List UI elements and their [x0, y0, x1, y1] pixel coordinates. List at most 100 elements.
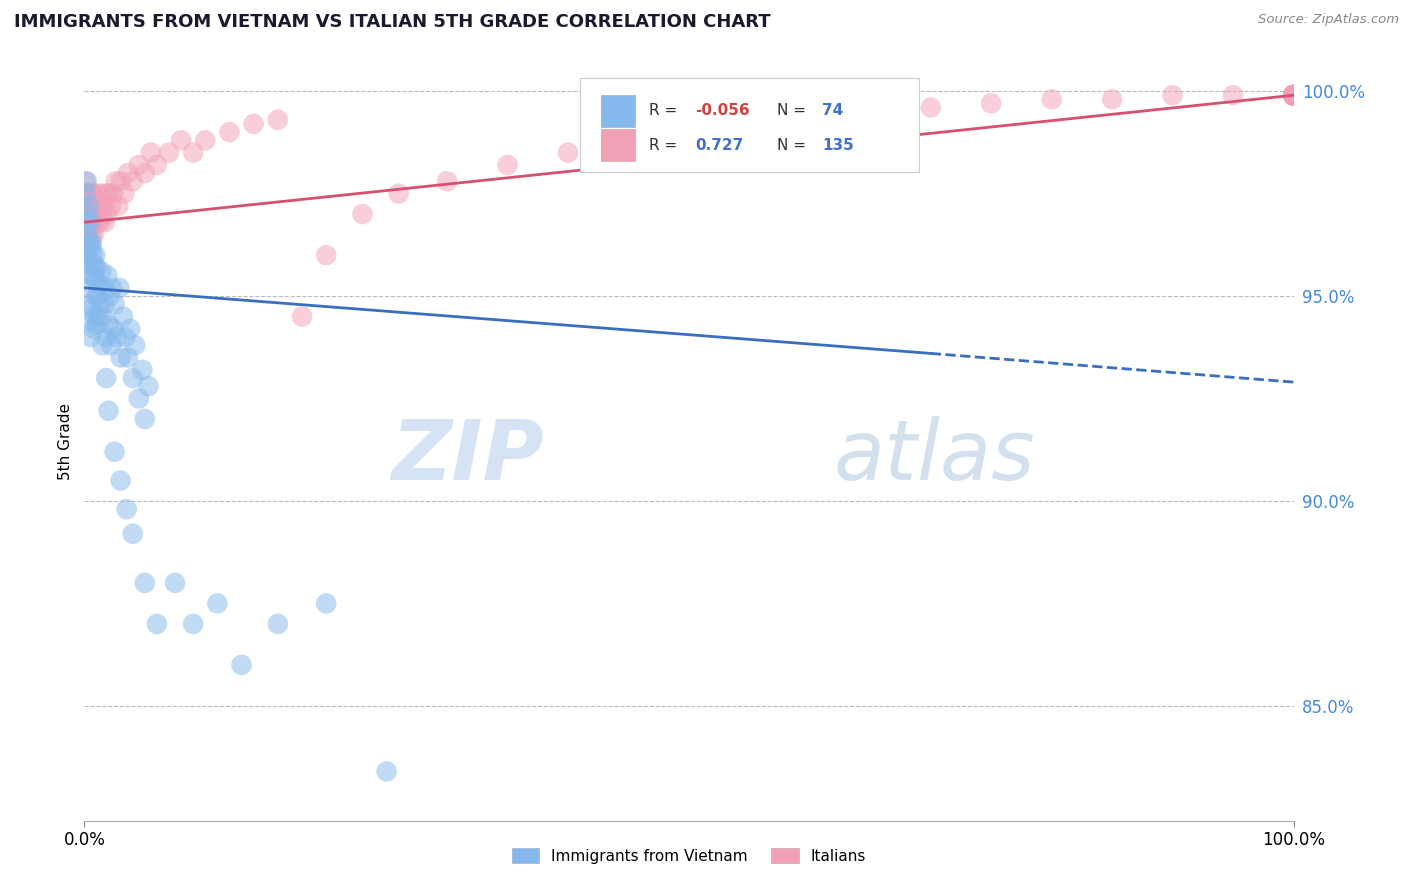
FancyBboxPatch shape: [600, 95, 634, 127]
Point: [1282, 88, 1305, 103]
Point: [388, 186, 411, 201]
Point: [83, 207, 105, 221]
Point: [75, 248, 97, 262]
Point: [76, 186, 98, 201]
Point: [103, 322, 125, 336]
Point: [86, 289, 108, 303]
Point: [117, 166, 139, 180]
Point: [352, 207, 374, 221]
Point: [1222, 88, 1244, 103]
Point: [1282, 88, 1305, 103]
Point: [1282, 88, 1305, 103]
Point: [76, 227, 98, 242]
Point: [1282, 88, 1305, 103]
Point: [1282, 88, 1305, 103]
Point: [82, 248, 104, 262]
Point: [97, 186, 120, 201]
Point: [84, 310, 107, 324]
Point: [75, 174, 97, 188]
Point: [1282, 88, 1305, 103]
Point: [231, 657, 253, 672]
Point: [77, 297, 100, 311]
Point: [97, 404, 120, 418]
Point: [87, 310, 110, 324]
Point: [146, 158, 169, 172]
Text: R =: R =: [650, 103, 678, 119]
Text: IMMIGRANTS FROM VIETNAM VS ITALIAN 5TH GRADE CORRELATION CHART: IMMIGRANTS FROM VIETNAM VS ITALIAN 5TH G…: [14, 13, 770, 31]
Point: [1282, 88, 1305, 103]
Point: [77, 207, 100, 221]
Point: [1040, 92, 1063, 106]
Point: [1282, 88, 1305, 103]
Point: [1282, 88, 1305, 103]
Point: [77, 207, 100, 221]
Text: N =: N =: [778, 103, 806, 119]
Point: [267, 112, 290, 127]
Point: [98, 289, 121, 303]
Point: [165, 576, 187, 591]
Point: [108, 281, 131, 295]
Point: [146, 616, 169, 631]
Point: [181, 616, 204, 631]
Point: [1282, 88, 1305, 103]
Point: [1282, 88, 1305, 103]
Point: [83, 322, 105, 336]
Point: [1282, 88, 1305, 103]
Point: [1282, 88, 1305, 103]
Point: [1282, 88, 1305, 103]
Point: [80, 301, 103, 316]
Point: [267, 616, 290, 631]
Point: [100, 338, 122, 352]
Point: [859, 101, 882, 115]
Point: [1282, 88, 1305, 103]
Point: [436, 174, 458, 188]
Point: [84, 215, 107, 229]
Point: [134, 412, 156, 426]
Point: [1282, 88, 1305, 103]
Point: [678, 125, 700, 139]
Point: [1282, 88, 1305, 103]
Point: [77, 227, 100, 242]
Point: [496, 158, 519, 172]
Point: [79, 215, 101, 229]
Point: [1282, 88, 1305, 103]
Point: [139, 145, 162, 160]
Point: [1282, 88, 1305, 103]
Point: [77, 227, 100, 242]
Point: [120, 322, 142, 336]
Point: [76, 174, 98, 188]
Point: [110, 174, 132, 188]
Point: [1282, 88, 1305, 103]
Point: [75, 186, 97, 201]
Point: [617, 133, 640, 147]
Point: [75, 186, 97, 201]
Point: [77, 235, 100, 250]
Point: [79, 207, 101, 221]
Point: [375, 764, 398, 779]
Point: [96, 268, 118, 283]
Point: [115, 502, 138, 516]
Point: [90, 186, 112, 201]
Point: [84, 199, 107, 213]
Point: [1282, 88, 1305, 103]
Point: [157, 145, 180, 160]
Point: [80, 227, 103, 242]
Point: [1282, 88, 1305, 103]
Point: [738, 117, 761, 131]
Point: [1282, 88, 1305, 103]
Point: [87, 199, 110, 213]
Point: [117, 351, 139, 365]
Point: [1282, 88, 1305, 103]
Point: [181, 145, 204, 160]
Point: [75, 240, 97, 254]
Point: [89, 215, 111, 229]
Point: [1282, 88, 1305, 103]
Point: [84, 248, 107, 262]
Point: [101, 281, 124, 295]
Point: [110, 474, 132, 488]
Point: [1282, 88, 1305, 103]
Point: [86, 289, 108, 303]
Point: [1282, 88, 1305, 103]
Point: [76, 281, 98, 295]
Point: [1282, 88, 1305, 103]
